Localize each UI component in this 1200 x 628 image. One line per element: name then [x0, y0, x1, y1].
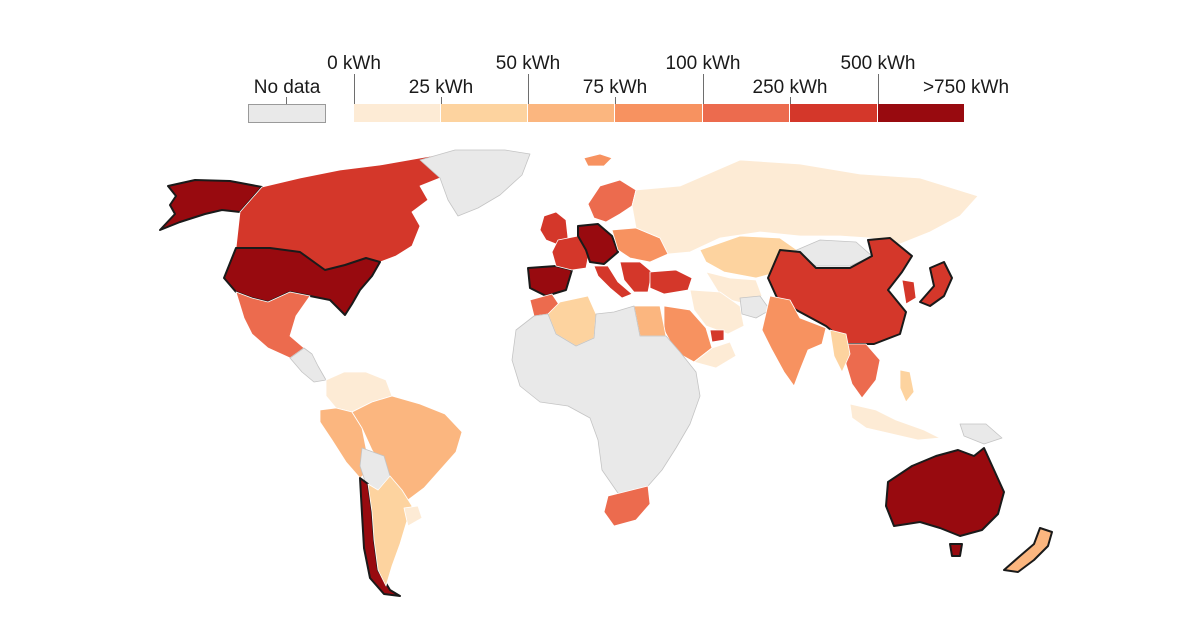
- region-uruguay: [403, 505, 423, 527]
- region-oman-yemen: [693, 341, 737, 369]
- legend-tick-75: [615, 97, 616, 104]
- legend-label-no-data: No data: [253, 77, 321, 98]
- legend-tick-no-data: [286, 97, 287, 104]
- legend-tick-100: [703, 74, 704, 104]
- region-china: [767, 237, 913, 345]
- legend-label-250-kwh: 250 kWh: [752, 77, 828, 98]
- region-afghanistan: [739, 295, 771, 319]
- region-scandinavia: [587, 179, 637, 223]
- legend-swatch-75-100: [615, 104, 703, 122]
- region-argentina: [367, 475, 413, 587]
- region-myanmar: [829, 329, 851, 373]
- legend-tick-250: [790, 97, 791, 104]
- legend-swatch-0-25: [354, 104, 441, 122]
- region-indonesia: [849, 403, 941, 441]
- region-central-america: [289, 347, 327, 383]
- region-south-africa: [603, 485, 651, 527]
- legend-tick-50: [528, 74, 529, 104]
- legend-label-50-kwh: 50 kWh: [495, 53, 561, 74]
- region-turkey: [649, 269, 693, 295]
- region-balkans-greece: [619, 261, 653, 293]
- region-greenland: [419, 149, 531, 217]
- region-italy: [593, 265, 633, 299]
- region-japan: [919, 261, 953, 307]
- map-legend: No data 0 kWh 50 kWh 100 kWh 500 kWh 25 …: [0, 0, 1200, 130]
- region-tasmania: [949, 543, 963, 557]
- region-uae: [709, 329, 725, 343]
- legend-label-100-kwh: 100 kWh: [665, 53, 741, 74]
- region-southeast-asia: [845, 343, 881, 399]
- region-russia: [631, 159, 979, 255]
- legend-swatch-50-75: [528, 104, 615, 122]
- region-korea: [901, 279, 917, 305]
- legend-tick-0: [354, 74, 355, 104]
- region-new-zealand: [1003, 527, 1053, 573]
- legend-no-data-swatch: [248, 104, 326, 123]
- region-australia: [885, 447, 1005, 537]
- legend-tick-500: [878, 74, 879, 104]
- region-iceland: [583, 153, 613, 167]
- legend-swatch-25-50: [441, 104, 528, 122]
- legend-label-75-kwh: 75 kWh: [582, 77, 648, 98]
- region-papua-new-guinea: [959, 423, 1003, 445]
- region-mexico: [235, 291, 311, 359]
- region-germany-benelux: [577, 223, 619, 265]
- legend-swatch-250-500: [790, 104, 878, 122]
- region-iran: [689, 289, 745, 335]
- legend-label-25-kwh: 25 kWh: [408, 77, 474, 98]
- region-india: [761, 295, 827, 387]
- legend-label-gt-750-kwh: >750 kWh: [922, 77, 1010, 98]
- region-philippines: [899, 369, 915, 403]
- region-africa: [511, 305, 701, 497]
- legend-tick-25: [441, 97, 442, 104]
- legend-label-500-kwh: 500 kWh: [840, 53, 916, 74]
- legend-swatch-gt-750: [878, 104, 965, 122]
- legend-swatch-100-250: [703, 104, 790, 122]
- region-alaska-usa: [159, 179, 263, 231]
- legend-label-0-kwh: 0 kWh: [327, 53, 381, 74]
- region-spain-portugal: [527, 265, 573, 297]
